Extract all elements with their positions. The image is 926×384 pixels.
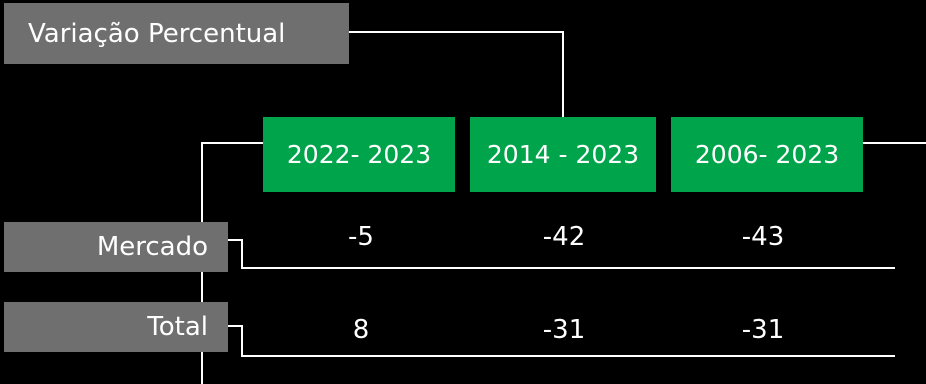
row-mercado-underline [228, 239, 895, 269]
period-header-2014-2023: 2014 - 2023 [470, 117, 656, 192]
title-connector-line [349, 31, 564, 117]
cell-mercado-2014-2023: -42 [542, 222, 586, 252]
cell-total-2022-2023: 8 [352, 315, 370, 345]
diagram-title: Variação Percentual [4, 3, 349, 64]
cell-total-2006-2023: -31 [741, 315, 785, 345]
period-header-2022-2023: 2022- 2023 [263, 117, 455, 192]
period-header-2006-2023: 2006- 2023 [671, 117, 863, 192]
cell-total-2014-2023: -31 [542, 315, 586, 345]
row-label-mercado: Mercado [4, 222, 228, 272]
row-label-total: Total [4, 302, 228, 352]
cell-mercado-2006-2023: -43 [741, 222, 785, 252]
row-total-underline [228, 325, 895, 357]
cell-mercado-2022-2023: -5 [348, 222, 374, 252]
